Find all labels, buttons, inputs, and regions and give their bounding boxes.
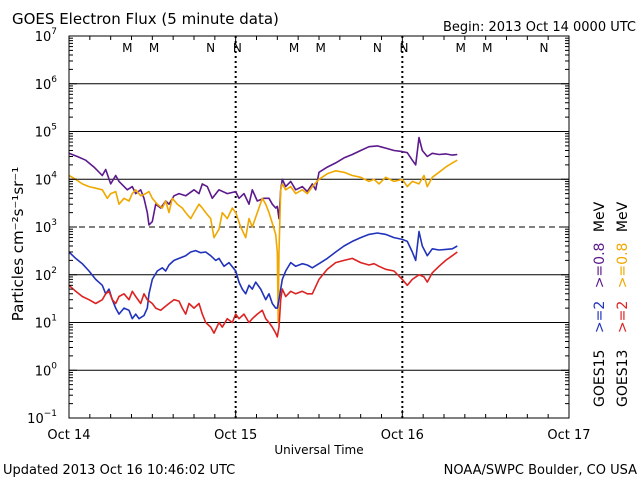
x-tick-label: Oct 17 [547, 428, 590, 443]
day-separators [234, 36, 404, 418]
y-tick-label: 102 [35, 266, 57, 284]
y-tick-label: 106 [35, 75, 58, 93]
x-axis-label: Universal Time [274, 443, 363, 457]
local-time-marker: N [206, 41, 215, 55]
y-tick-label: 101 [35, 314, 57, 332]
local-time-marker: M [122, 41, 132, 55]
x-tick-label: Oct 14 [47, 428, 90, 443]
x-tick-label: Oct 15 [214, 428, 257, 443]
y-axis-label: Particles cm⁻²s⁻¹sr⁻¹ [9, 167, 27, 321]
chart-title: GOES Electron Flux (5 minute data) [12, 10, 279, 28]
local-time-marker: M [482, 41, 492, 55]
local-time-marker: N [233, 41, 242, 55]
legend-goes15-label: GOES15 [592, 350, 608, 407]
legend-unit-e2: MeV [615, 201, 631, 232]
legend-goes13-label: GOES13 [615, 350, 631, 407]
legend-unit: MeV [592, 201, 608, 232]
local-time-marker: N [373, 41, 382, 55]
legend-satellite-goes13: GOES13 >=2 >=0.8 MeV [615, 201, 631, 407]
series-line [68, 159, 458, 324]
begin-date-label: Begin: 2013 Oct 14 0000 UTC [443, 20, 636, 35]
local-time-marker: N [400, 41, 409, 55]
legend-goes13-e08: >=0.8 [615, 243, 631, 289]
y-tick-label: 103 [35, 218, 57, 236]
legend-goes15-e2: >=2 [592, 301, 608, 333]
credit-label: NOAA/SWPC Boulder, CO USA [444, 463, 637, 478]
updated-timestamp: Updated 2013 Oct 16 10:46:02 UTC [3, 463, 235, 478]
legend-goes15-e08: >=0.8 [592, 243, 608, 289]
y-tick-label: 104 [35, 170, 58, 188]
y-tick-label: 10−1 [27, 409, 57, 427]
gridlines [69, 83, 569, 371]
y-tick-label: 107 [35, 27, 57, 45]
series-line [68, 136, 458, 226]
local-time-marker: M [455, 41, 465, 55]
series-line [68, 230, 458, 320]
legend-satellite-goes15: GOES15 >=2 >=0.8 MeV [592, 201, 608, 407]
y-axis-tick-labels: 10−1 100 101 102 103 104 105 106 107 [27, 27, 57, 427]
y-axis-ticks [68, 35, 570, 419]
local-time-marker: M [149, 41, 159, 55]
local-time-marker: N [540, 41, 549, 55]
data-series [68, 136, 458, 338]
legend: GOES15 >=2 >=0.8 MeV GOES13 >=2 >=0.8 Me… [592, 201, 631, 407]
series-line [68, 251, 458, 338]
local-time-marker: M [315, 41, 325, 55]
y-tick-label: 105 [35, 123, 57, 141]
x-tick-label: Oct 16 [381, 428, 424, 443]
local-time-marker: M [289, 41, 299, 55]
y-tick-label: 100 [35, 361, 58, 379]
legend-goes13-e2: >=2 [615, 301, 631, 333]
x-axis-tick-labels: Oct 14 Oct 15 Oct 16 Oct 17 [47, 428, 590, 443]
